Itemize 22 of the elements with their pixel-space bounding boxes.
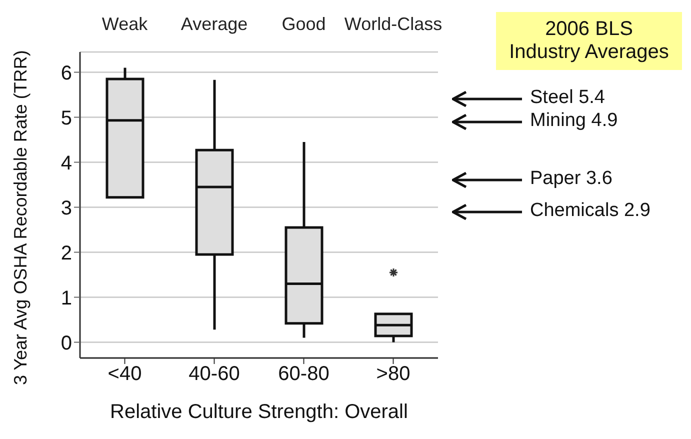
- x-tick-label: <40: [108, 363, 142, 386]
- y-tick-label: 5: [60, 107, 72, 130]
- y-axis-title: 3 Year Avg OSHA Recordable Rate (TRR): [10, 50, 30, 385]
- y-tick-label: 2: [60, 242, 72, 264]
- x-axis-title: Relative Culture Strength: Overall: [110, 401, 408, 423]
- x-tick-label: 60-80: [278, 363, 330, 386]
- y-tick-label: 3: [60, 197, 72, 220]
- x-tick-label: >80: [376, 363, 410, 386]
- text: 2006 BLS Industry Averages: [496, 12, 682, 70]
- y-tick-label: 1: [60, 287, 72, 310]
- text: Weak: [102, 14, 148, 34]
- x-tick-label: 40-60: [188, 363, 240, 386]
- y-tick-label: 6: [60, 62, 72, 84]
- y-tick-label: 4: [60, 152, 72, 174]
- ref-line-label: Chemicals 2.9: [530, 200, 650, 222]
- y-tick-label: 0: [60, 332, 72, 354]
- ref-line-label: Steel 5.4: [530, 87, 605, 110]
- text: Good: [282, 14, 326, 34]
- text: World-Class: [343, 14, 444, 35]
- ref-line-label: Mining 4.9: [530, 110, 618, 132]
- text: Average: [180, 14, 249, 35]
- ref-line-label: Paper 3.6: [530, 168, 612, 190]
